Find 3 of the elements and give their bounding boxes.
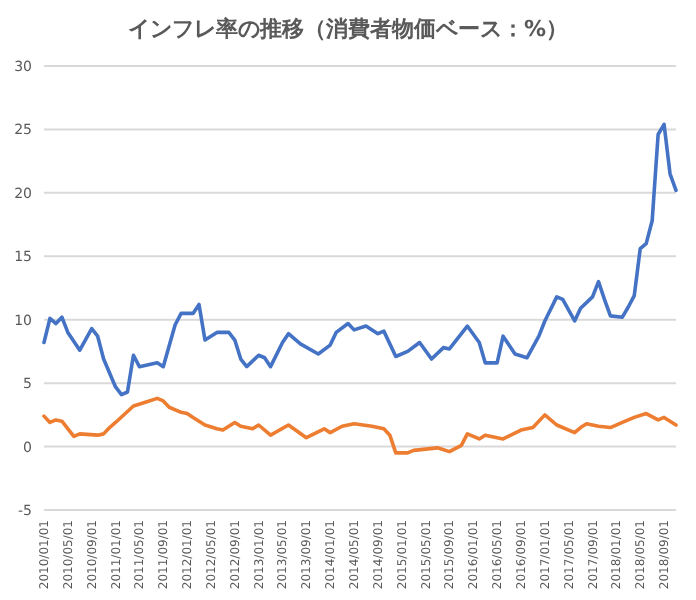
line-series: [42, 122, 678, 397]
line-series: [42, 396, 678, 455]
chart-title: インフレ率の推移（消費者物価ベース：%）: [127, 16, 569, 42]
